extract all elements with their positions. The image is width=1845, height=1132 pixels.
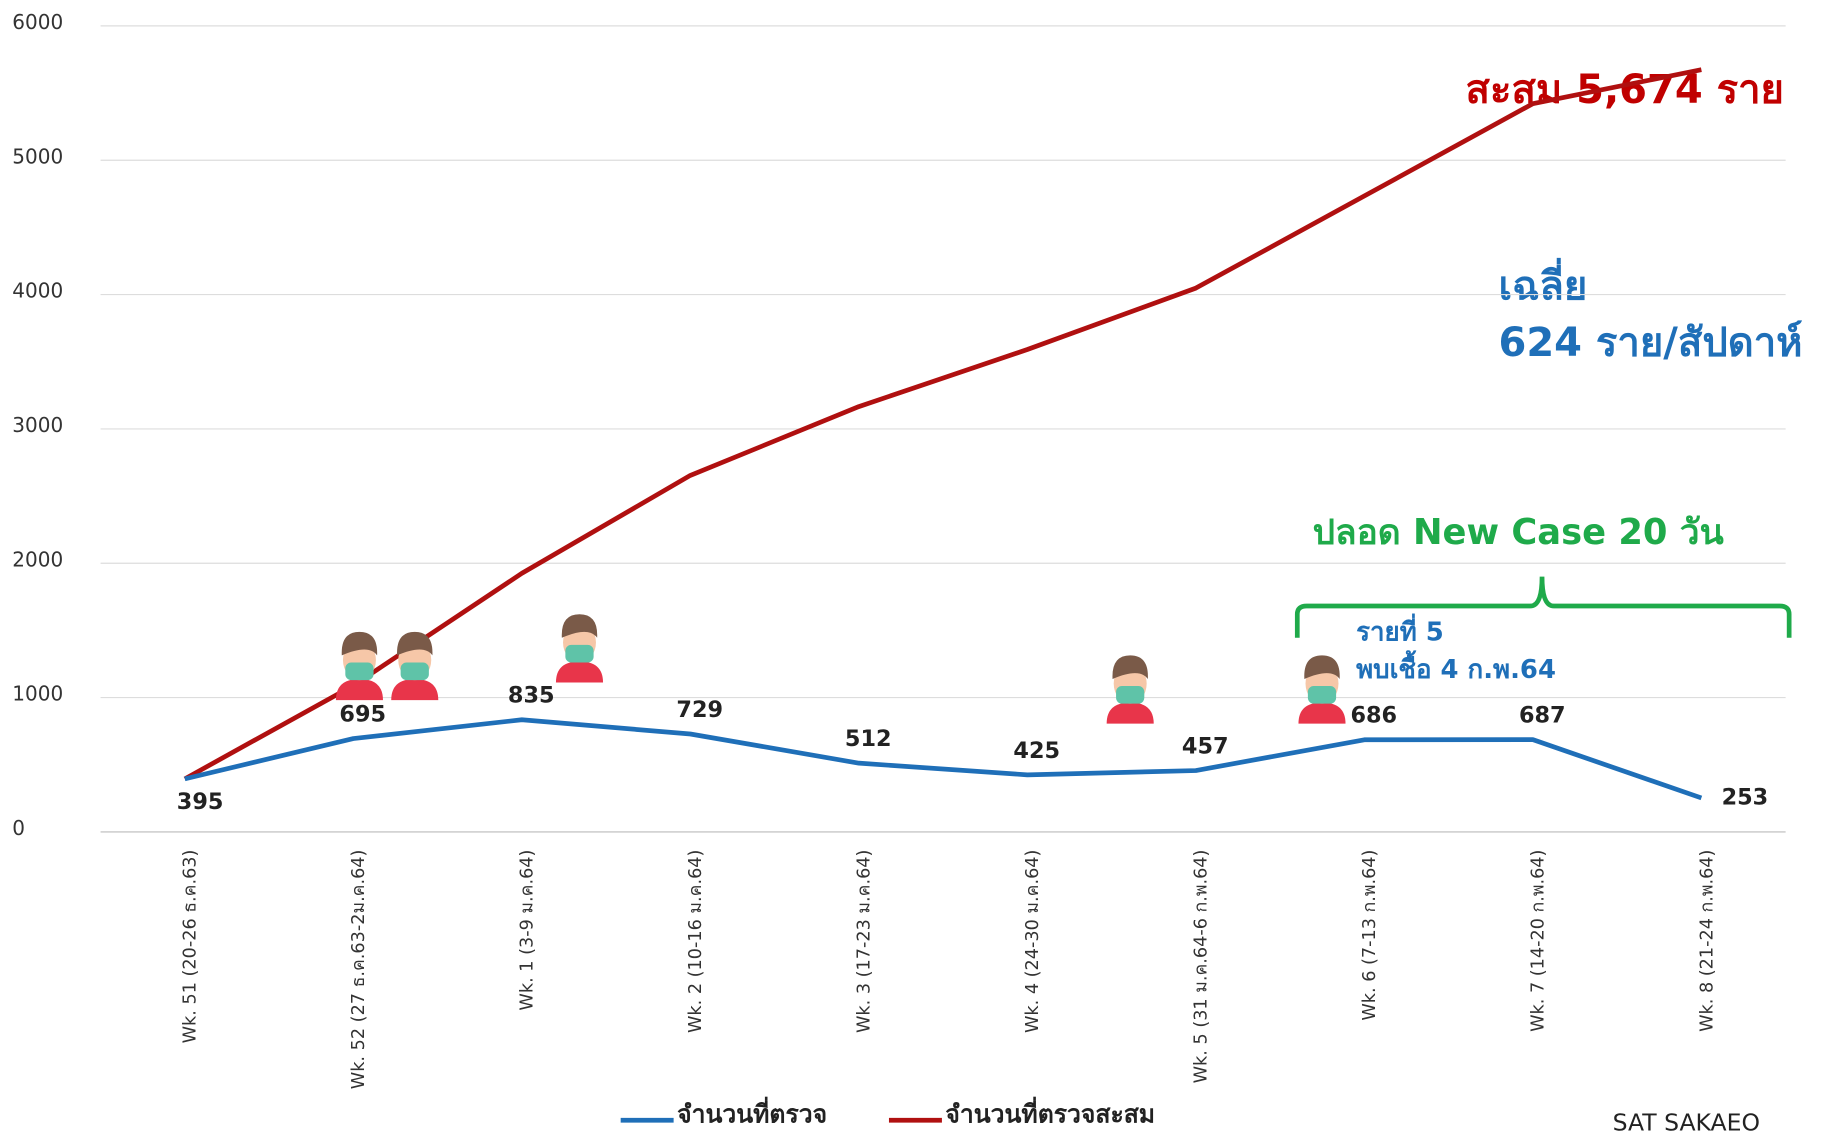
person-icon <box>1106 655 1154 724</box>
x-tick-label: Wk. 7 (14-20 ก.พ.64) <box>1529 850 1549 1032</box>
icon-mask <box>1116 686 1145 704</box>
icon-hair <box>1112 655 1148 679</box>
x-tick-label: Wk. 52 (27 ธ.ค.63-2ม.ค.64) <box>349 850 369 1090</box>
legend-label: จำนวนที่ตรวจสะสม <box>945 1097 1155 1129</box>
x-tick-label: Wk. 1 (3-9 ม.ค.64) <box>518 850 538 1011</box>
data-label: 686 <box>1350 703 1397 729</box>
x-tick-label: Wk. 51 (20-26 ธ.ค.63) <box>181 850 201 1044</box>
y-tick-label: 2000 <box>12 547 63 571</box>
avg-annotation: 624 ราย/สัปดาห์ <box>1499 320 1803 366</box>
icon-mask <box>400 662 429 681</box>
icon-body <box>555 661 604 683</box>
bracket <box>1294 576 1792 638</box>
avg-annotation: เฉลี่ย <box>1499 257 1588 309</box>
icon-hair <box>1304 655 1340 679</box>
icon-mask <box>345 662 374 681</box>
data-label: 729 <box>676 697 723 723</box>
person-icon <box>1298 655 1346 724</box>
data-label: 695 <box>339 702 386 728</box>
y-tick-label: 1000 <box>12 682 63 706</box>
x-tick-label: Wk. 4 (24-30 ม.ค.64) <box>1023 850 1043 1033</box>
x-tick-label: Wk. 8 (21-24 ก.พ.64) <box>1697 850 1717 1032</box>
series-line <box>183 67 1702 781</box>
case-annotation: รายที่ 5 <box>1356 614 1444 648</box>
icon-hair <box>341 631 378 656</box>
icon-body <box>1106 702 1154 724</box>
y-tick-label: 3000 <box>12 413 63 437</box>
data-label: 253 <box>1722 784 1769 810</box>
icon-mask <box>1307 686 1337 704</box>
free-annotation: ปลอด New Case 20 วัน <box>1313 512 1724 553</box>
data-label: 835 <box>508 683 555 709</box>
person-icon <box>335 631 383 701</box>
y-tick-label: 4000 <box>12 279 63 303</box>
person-icon <box>555 614 604 683</box>
data-label: 512 <box>845 726 892 752</box>
case-annotation: พบเชื้อ 4 ก.พ.64 <box>1356 650 1556 685</box>
icon-hair <box>397 631 433 656</box>
series-line <box>184 717 1703 801</box>
data-label: 395 <box>177 789 224 815</box>
legend-label: จำนวนที่ตรวจ <box>677 1097 827 1129</box>
total-annotation: สะสม 5,674 ราย <box>1466 67 1784 113</box>
icon-body <box>1298 702 1346 724</box>
icon-body <box>335 678 383 701</box>
y-tick-label: 5000 <box>12 144 63 168</box>
icon-mask <box>565 644 594 663</box>
x-tick-label: Wk. 5 (31 ม.ค.64-6 ก.พ.64) <box>1192 850 1212 1084</box>
data-label: 687 <box>1519 703 1566 729</box>
data-label: 457 <box>1182 734 1229 760</box>
data-label: 425 <box>1013 738 1060 764</box>
x-tick-label: Wk. 3 (17-23 ม.ค.64) <box>855 850 875 1033</box>
y-tick-label: 6000 <box>12 10 63 34</box>
person-icon <box>391 631 439 701</box>
x-tick-label: Wk. 2 (10-16 ม.ค.64) <box>686 850 706 1033</box>
icon-body <box>391 678 439 701</box>
icon-hair <box>561 614 598 638</box>
footer: SAT SAKAEO <box>1613 1108 1760 1132</box>
y-tick-label: 0 <box>12 816 25 840</box>
x-tick-label: Wk. 6 (7-13 ก.พ.64) <box>1360 850 1380 1021</box>
